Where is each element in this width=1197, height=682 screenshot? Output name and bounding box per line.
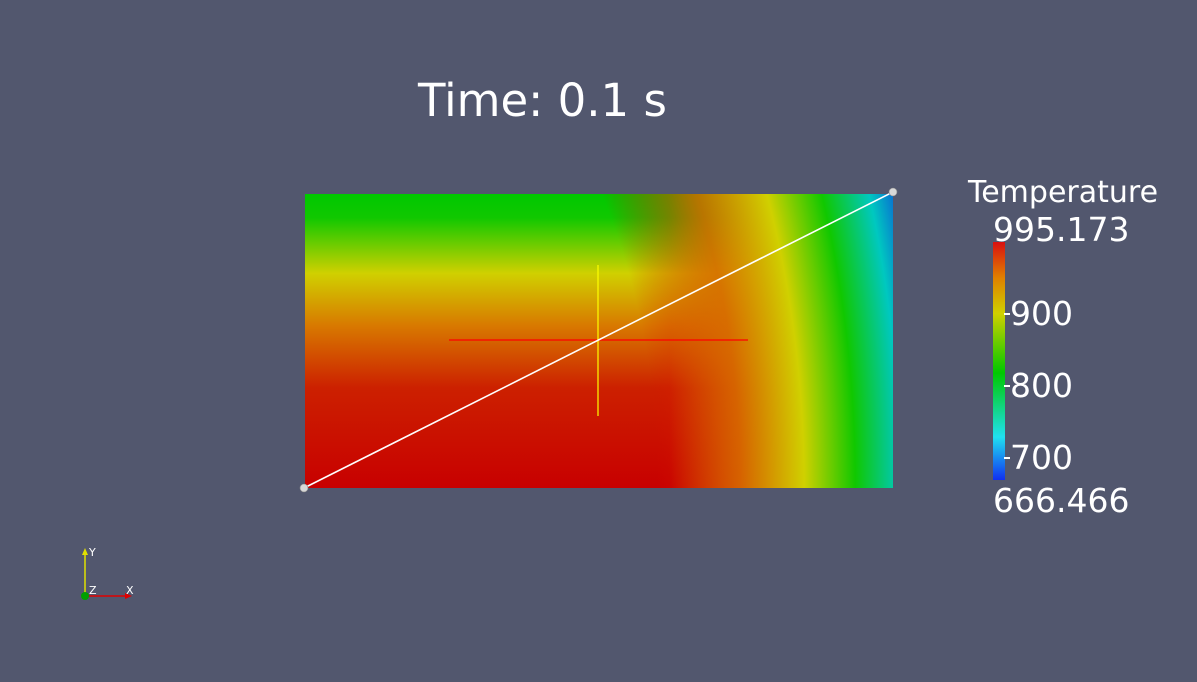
legend-title: Temperature [968, 175, 1159, 210]
legend-tick-label: 800 [1010, 366, 1073, 405]
time-annotation: Time: 0.1 s [418, 74, 667, 127]
legend-min-label: 666.466 [993, 481, 1130, 520]
line-probe-end-handle[interactable] [888, 187, 898, 197]
legend-tick-label: 700 [1010, 438, 1073, 477]
legend-tick-800 [1004, 385, 1010, 387]
axis-z-label: Z [89, 584, 97, 597]
axis-y-label: Y [89, 546, 96, 559]
legend-tick-label: 900 [1010, 294, 1073, 333]
legend-max-label: 995.173 [993, 210, 1130, 249]
legend-tick-700 [1004, 457, 1010, 459]
legend-tick-900 [1004, 313, 1010, 315]
orientation-axes: Y Z X [70, 540, 150, 610]
orientation-axes-icon [81, 548, 132, 600]
color-legend-bar [993, 242, 1005, 480]
line-probe-start-handle[interactable] [299, 483, 309, 493]
line-probe-widget[interactable] [303, 191, 894, 489]
axis-x-label: X [126, 584, 134, 597]
